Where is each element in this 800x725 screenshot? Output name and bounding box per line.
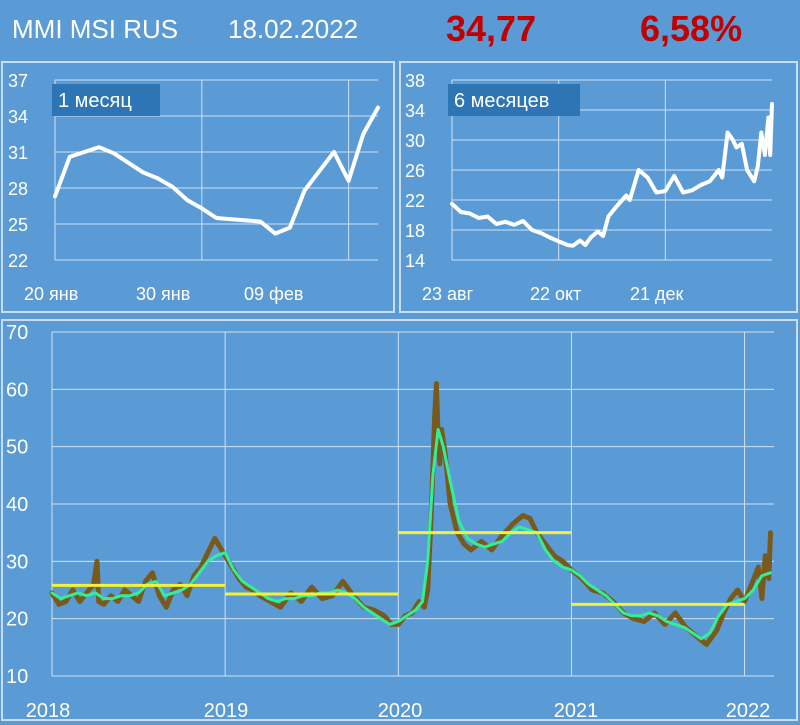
report-date: 18.02.2022 <box>228 14 359 44</box>
panel-long-term-lines <box>49 381 773 647</box>
y-tick-label: 22 <box>8 251 28 271</box>
x-tick-label: 22 окт <box>530 284 581 304</box>
panel-long-term-ticks: 10 20 30 40 50 60 70 2018 2019 2020 2021 2022 <box>6 322 770 722</box>
x-tick-label: 20 янв <box>24 284 78 304</box>
panel-1-month-lines <box>53 105 380 236</box>
panel-6-months-ticks: 14 18 22 26 30 34 38 23 авг 22 окт 21 дек <box>405 71 684 304</box>
y-tick-label: 60 <box>6 379 28 401</box>
y-tick-label: 70 <box>6 322 28 344</box>
y-tick-label: 10 <box>6 666 28 688</box>
y-tick-label: 37 <box>8 71 28 91</box>
badge-1-month-label: 1 месяц <box>58 90 132 112</box>
percent-change: 6,58% <box>640 8 743 49</box>
panel-1-month-ticks: 22 25 28 31 34 37 20 янв 30 янв 09 фев <box>8 71 303 304</box>
x-tick-label: 2020 <box>378 700 423 722</box>
y-tick-label: 40 <box>6 494 28 516</box>
y-tick-label: 14 <box>405 251 425 271</box>
x-tick-label: 2019 <box>204 700 249 722</box>
series-1-month <box>53 105 380 236</box>
panel-1-month-badge: 1 месяц <box>52 84 160 116</box>
panel-1-month-frame <box>1 61 395 313</box>
panel-1-month-grid <box>54 79 378 261</box>
panel-6-months-badge: 6 месяцев <box>448 84 580 116</box>
panel-long-term-frame <box>1 319 798 721</box>
index-title: MMI MSI RUS <box>12 14 179 44</box>
x-tick-label: 2018 <box>26 700 71 722</box>
series-index-smoothed <box>50 428 772 641</box>
series-6-months <box>450 102 774 248</box>
current-value: 34,77 <box>446 8 537 49</box>
badge-1-month-bg <box>52 84 160 116</box>
y-tick-label: 31 <box>8 143 28 163</box>
panel-6-months-frame <box>399 61 798 313</box>
x-tick-label: 23 авг <box>422 284 474 304</box>
y-tick-label: 25 <box>8 215 28 235</box>
panel-long-term-grid <box>51 331 774 677</box>
x-tick-label: 2022 <box>726 700 771 722</box>
x-tick-label: 2021 <box>554 700 599 722</box>
y-tick-label: 22 <box>405 191 425 211</box>
y-tick-label: 20 <box>6 609 28 631</box>
x-tick-label: 30 янв <box>136 284 190 304</box>
y-tick-label: 18 <box>405 221 425 241</box>
y-tick-label: 34 <box>405 101 425 121</box>
y-tick-label: 30 <box>6 551 28 573</box>
y-tick-label: 50 <box>6 437 28 459</box>
badge-6-months-label: 6 месяцев <box>454 90 549 112</box>
y-tick-label: 34 <box>8 107 28 127</box>
x-tick-label: 21 дек <box>630 284 684 304</box>
y-tick-label: 26 <box>405 161 425 181</box>
y-tick-label: 30 <box>405 131 425 151</box>
badge-6-months-bg <box>448 84 580 116</box>
y-tick-label: 38 <box>405 71 425 91</box>
y-tick-label: 28 <box>8 179 28 199</box>
panel-6-months-lines <box>450 102 774 248</box>
x-tick-label: 09 фев <box>244 284 303 304</box>
